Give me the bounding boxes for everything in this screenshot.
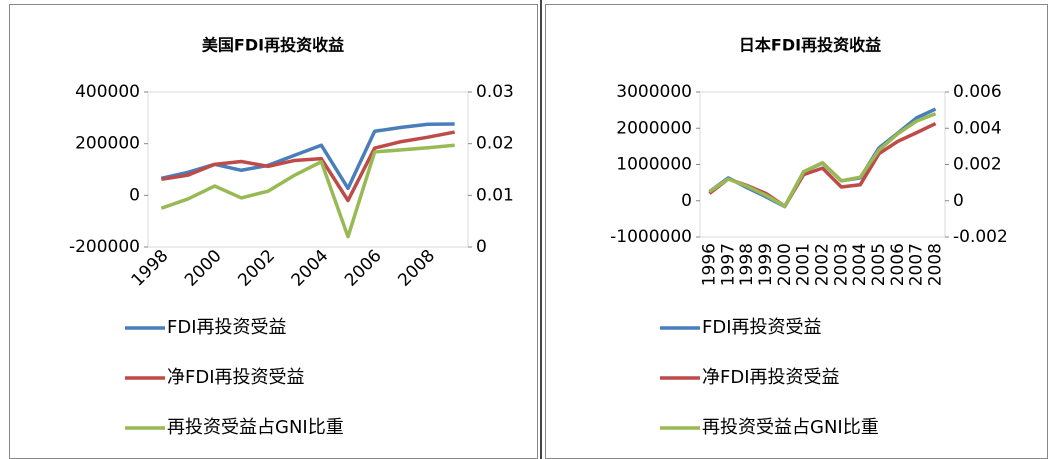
- chart-title: 日本FDI再投资收益: [739, 36, 881, 55]
- plot-area: [147, 91, 469, 248]
- legend-label: FDI再投资受益: [167, 317, 287, 338]
- x-tick-label: 2003: [831, 243, 851, 286]
- x-tick-label: 2005: [869, 243, 889, 286]
- y2-tick-label: 0.006: [953, 82, 1002, 102]
- y-tick-label: -1000000: [610, 227, 692, 247]
- y-tick-label: 2000000: [616, 118, 692, 138]
- series-line: [161, 130, 455, 203]
- x-tick-label: 2000: [775, 243, 795, 286]
- legend-label: 再投资受益占GNI比重: [167, 417, 344, 438]
- y-tick-label: 200000: [75, 134, 140, 154]
- legend-label: 净FDI再投资受益: [167, 367, 305, 388]
- chart-frame: [9, 4, 538, 459]
- y2-tick-label: 0: [476, 237, 487, 257]
- chart-frame: [545, 4, 1048, 459]
- series-line: [160, 143, 455, 239]
- y2-tick-label: 0.01: [476, 185, 514, 205]
- x-tick-label: 2002: [813, 243, 833, 286]
- legend-label: 再投资受益占GNI比重: [702, 417, 879, 438]
- x-tick-label: 1998: [737, 243, 757, 286]
- x-tick-label: 2007: [907, 243, 927, 286]
- x-tick-label: 1996: [699, 243, 719, 286]
- y2-tick-label: 0.004: [953, 118, 1002, 138]
- chart-title: 美国FDI再投资收益: [202, 36, 344, 55]
- x-tick-label: 2006: [888, 243, 908, 286]
- x-tick-label: 2004: [850, 243, 870, 286]
- legend-label: FDI再投资受益: [702, 317, 822, 338]
- y-tick-label: 1000000: [616, 155, 692, 175]
- y2-tick-label: 0.03: [476, 82, 514, 102]
- y-tick-label: 400000: [75, 82, 140, 102]
- y-tick-label: 0: [681, 191, 692, 211]
- y2-tick-label: 0.02: [476, 134, 514, 154]
- legend-label: 净FDI再投资受益: [702, 367, 840, 388]
- x-tick-label: 1999: [756, 243, 776, 286]
- y2-tick-label: -0.002: [953, 227, 1008, 247]
- x-tick-label: 2001: [794, 243, 814, 286]
- y-tick-label: 3000000: [616, 82, 692, 102]
- x-tick-label: 1997: [718, 243, 738, 286]
- y-tick-label: -200000: [69, 237, 140, 257]
- x-tick-label: 2008: [926, 243, 946, 286]
- y2-tick-label: 0: [953, 191, 964, 211]
- series-line: [708, 112, 937, 208]
- y2-tick-label: 0.002: [953, 155, 1002, 175]
- y-tick-label: 0: [129, 185, 140, 205]
